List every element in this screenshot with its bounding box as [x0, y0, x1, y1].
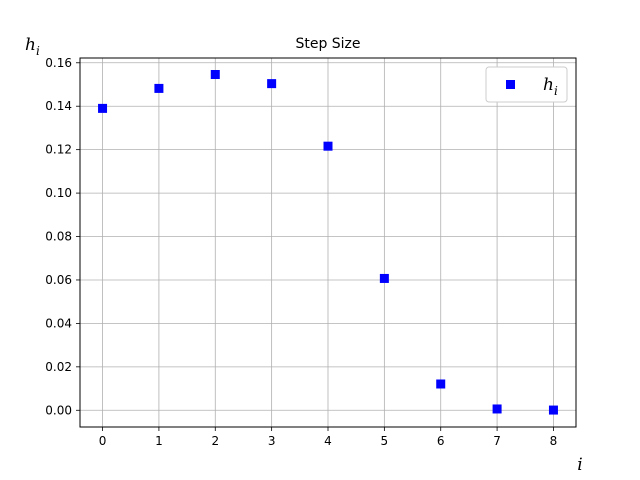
x-tick-label: 2 — [211, 434, 219, 448]
data-points — [98, 70, 558, 415]
y-tick-label: 0.10 — [45, 186, 72, 200]
x-axis-label: i — [577, 455, 582, 475]
x-tick-label: 4 — [324, 434, 332, 448]
data-point — [323, 141, 333, 151]
x-tick-label: 0 — [99, 434, 107, 448]
x-tick-label: 1 — [155, 434, 163, 448]
data-point — [98, 103, 108, 113]
y-tick-label: 0.12 — [45, 143, 72, 157]
y-tick-label: 0.02 — [45, 360, 72, 374]
y-tick-label: 0.16 — [45, 56, 72, 70]
legend-marker-square-icon — [506, 80, 515, 89]
y-tick-label: 0.04 — [45, 316, 72, 330]
chart-title: Step Size — [295, 36, 360, 52]
grid-lines — [80, 58, 576, 427]
data-point — [436, 379, 446, 389]
data-point — [379, 273, 389, 283]
y-axis-label-subscript: i — [36, 44, 40, 58]
x-tick-label: 8 — [550, 434, 558, 448]
y-tick-label: 0.14 — [45, 99, 72, 113]
y-tick-label: 0.00 — [45, 403, 72, 417]
y-axis: 0.00 0.02 0.04 0.06 0.08 0.10 0.12 0.14 0.16 — [45, 56, 80, 417]
legend-label-subscript: i — [554, 84, 558, 98]
legend-label-main: h — [543, 75, 554, 95]
x-tick-label: 3 — [268, 434, 276, 448]
data-point — [267, 79, 277, 89]
data-point — [548, 405, 558, 415]
legend[interactable]: hi — [485, 66, 568, 103]
data-point — [154, 83, 164, 93]
legend-label: hi — [543, 75, 558, 98]
data-point — [492, 404, 502, 414]
x-tick-label: 5 — [381, 434, 389, 448]
y-axis-label-main: h — [25, 35, 36, 55]
y-tick-label: 0.06 — [45, 273, 72, 287]
x-axis: 0 1 2 3 4 5 6 7 8 — [99, 427, 558, 448]
x-tick-label: 6 — [437, 434, 445, 448]
y-tick-label: 0.08 — [45, 230, 72, 244]
data-point — [210, 70, 220, 80]
x-tick-label: 7 — [493, 434, 501, 448]
legend-box — [485, 66, 568, 103]
y-axis-label: hi — [25, 35, 40, 58]
